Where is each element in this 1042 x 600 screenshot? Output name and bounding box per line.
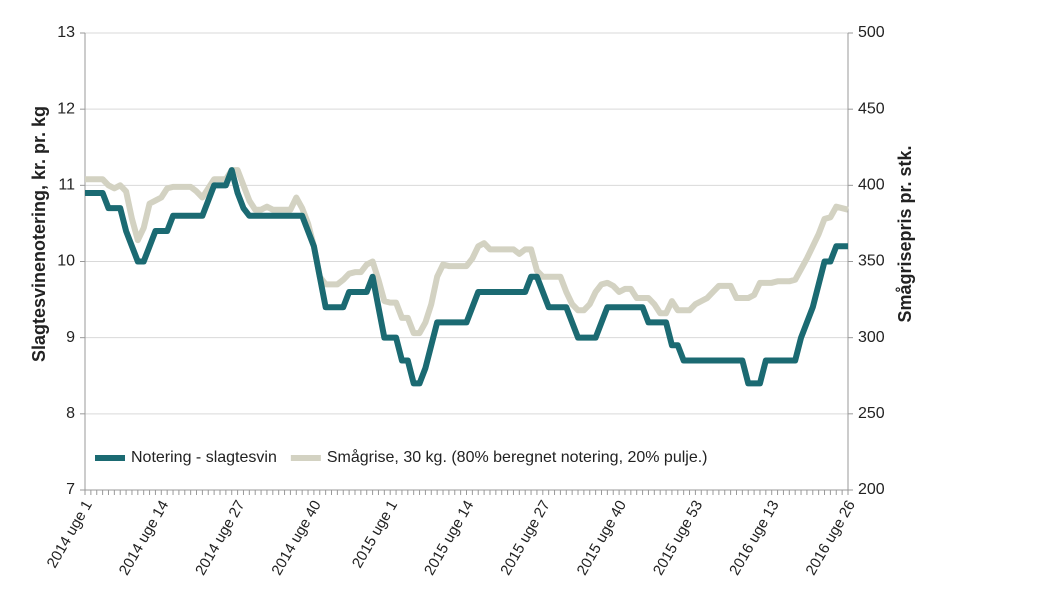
y-tick-label: 8 [66,405,75,422]
series-line [85,167,849,337]
y-tick-label: 13 [57,24,75,41]
y2-axis-title: Smågrisepris pr. stk. [895,145,915,322]
y-tick-label: 7 [66,481,75,498]
y2-tick-label: 200 [858,481,885,498]
y2-tick-label: 250 [858,405,885,422]
y-tick-label: 11 [58,177,75,194]
legend-label: Smågrise, 30 kg. (80% beregnet notering,… [327,448,708,466]
y2-tick-label: 300 [858,329,885,346]
legend-label: Notering - slagtesvin [131,449,277,466]
y2-tick-label: 400 [858,177,885,194]
series-line [85,167,848,387]
y-tick-label: 12 [57,100,75,117]
y-tick-label: 9 [66,329,75,346]
y2-tick-label: 350 [858,253,885,270]
y2-tick-label: 500 [858,24,885,41]
y-axis-title: Slagtesvinenotering, kr. pr. kg [29,106,49,362]
y2-tick-label: 450 [858,100,885,117]
y-tick-label: 10 [57,253,75,270]
